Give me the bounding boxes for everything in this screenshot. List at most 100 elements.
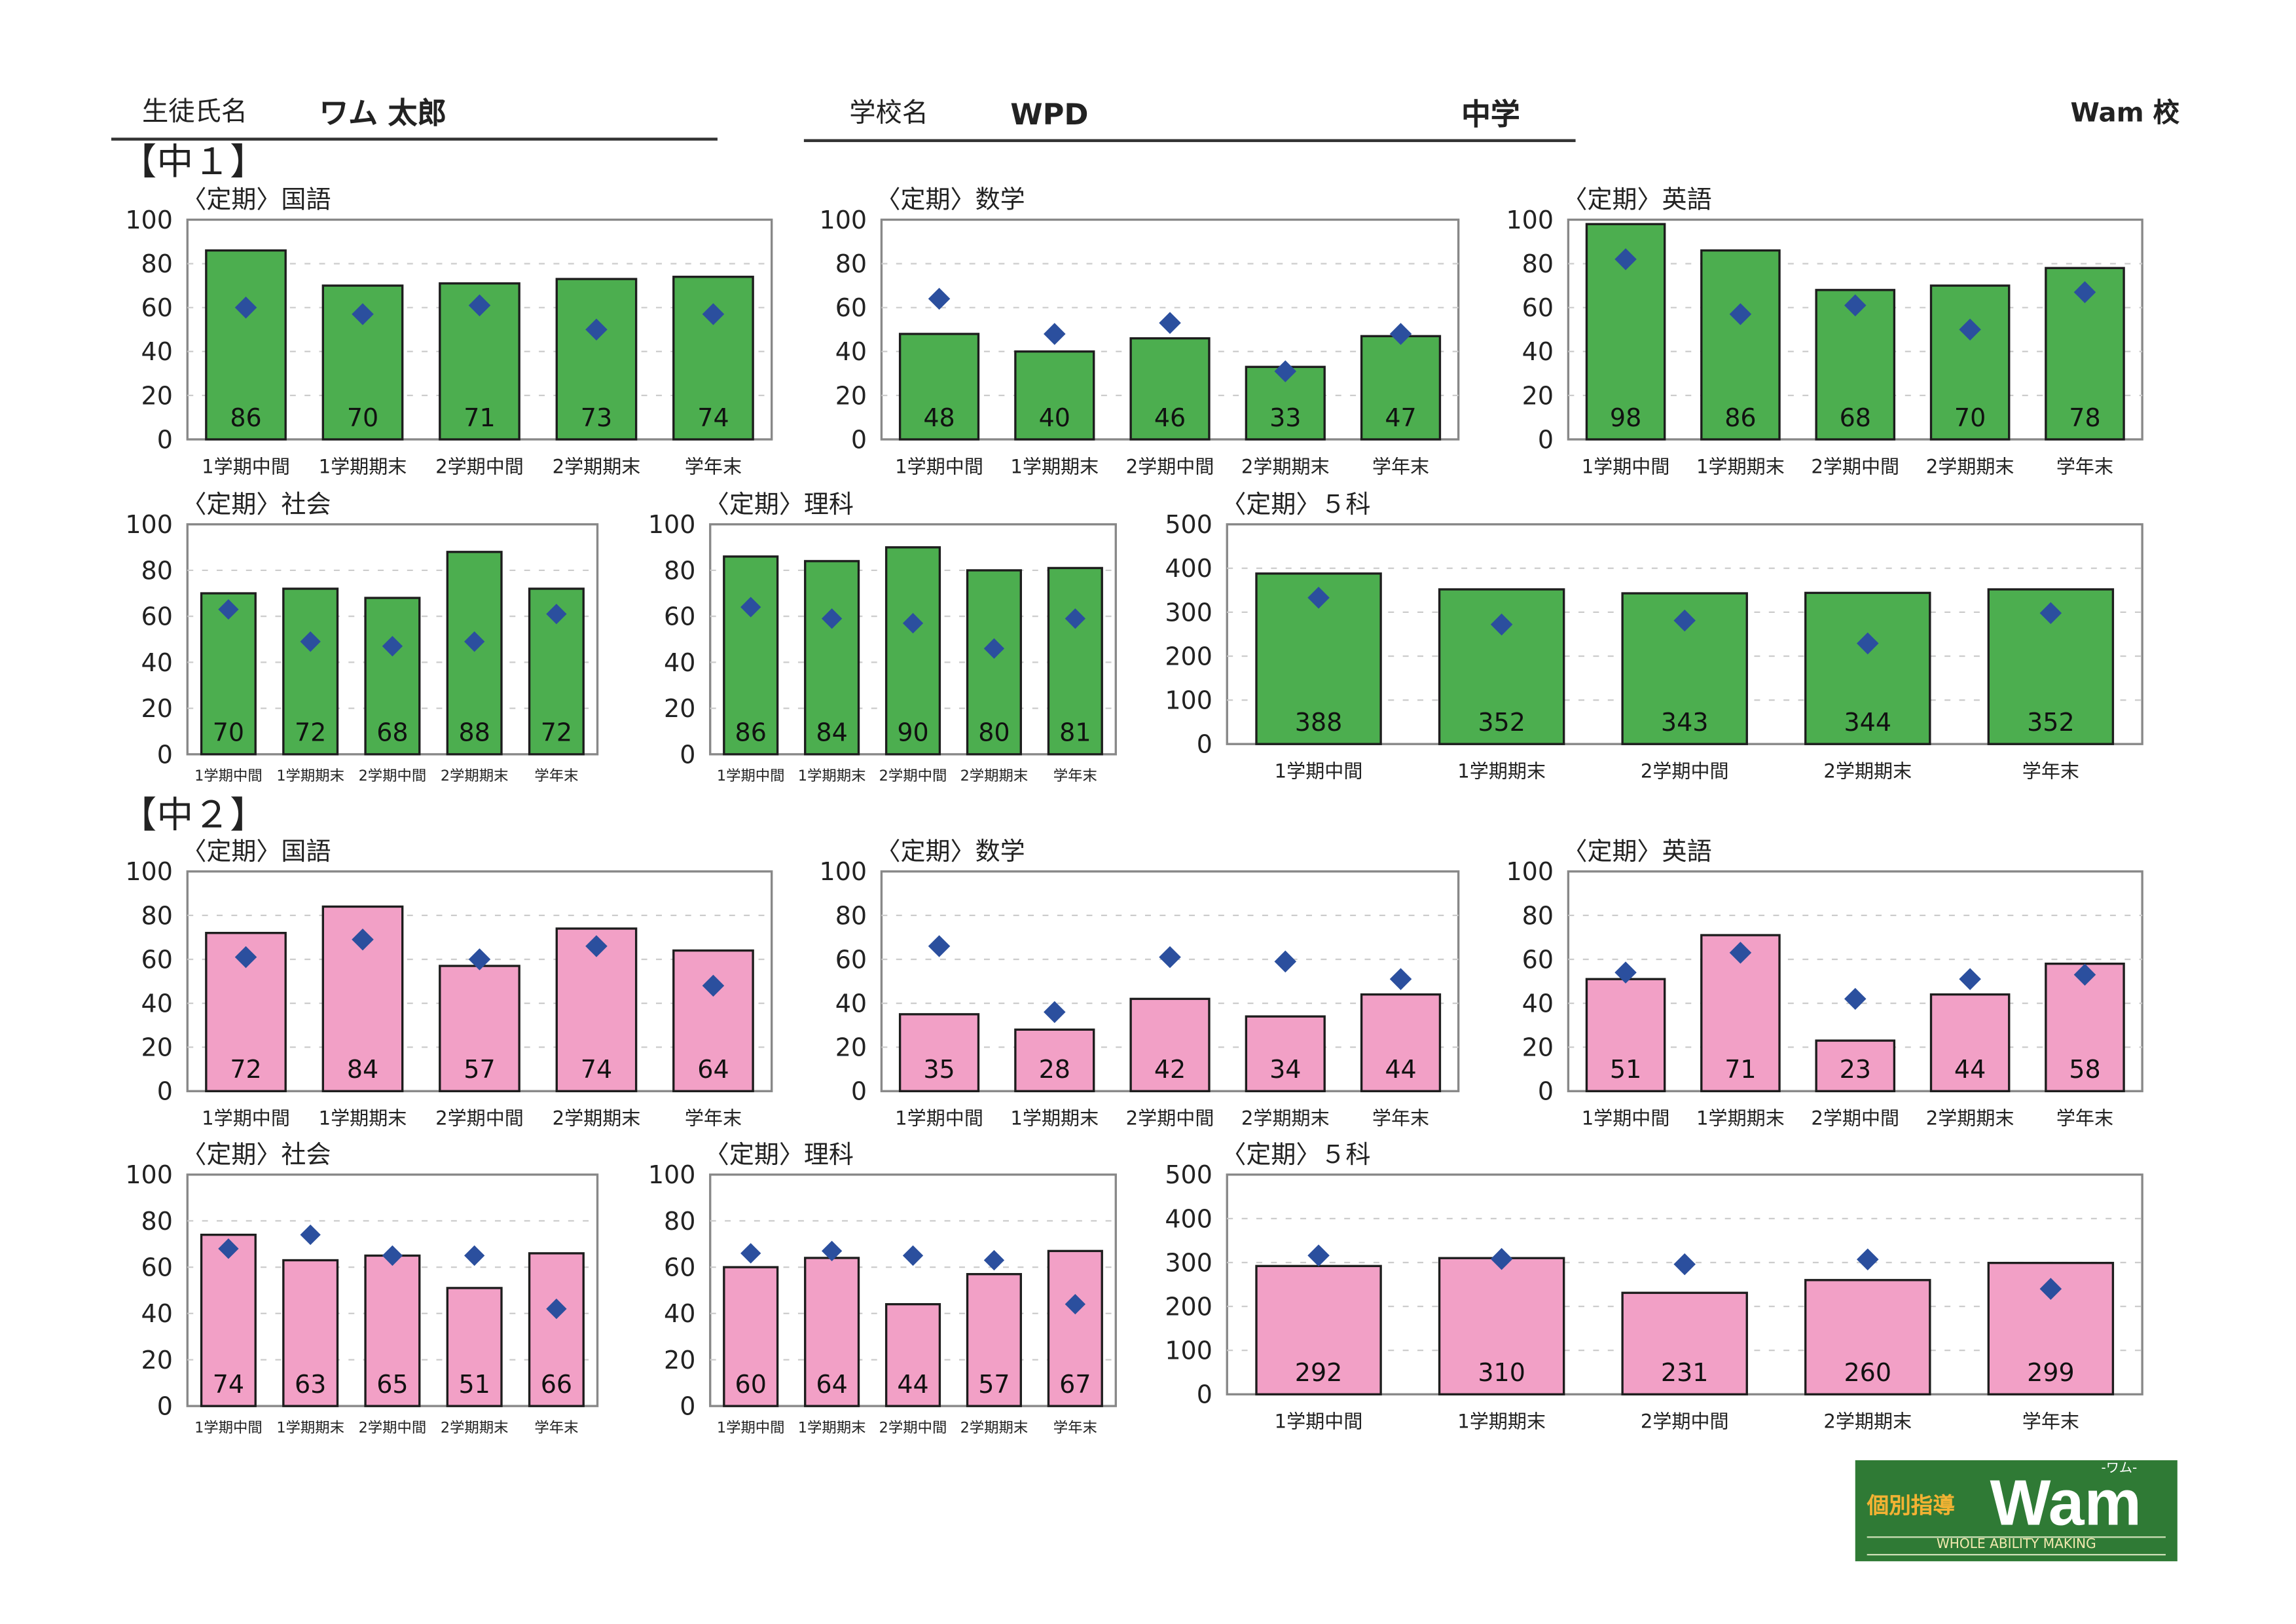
x-tick-label: 2学期期末 <box>1241 455 1330 477</box>
average-marker <box>902 1245 924 1266</box>
bar-value-label: 70 <box>347 403 378 432</box>
chart-g1-goka: 〈定期〉５科 0 100 200 300 400 500 388 1学期中間 352 1学期期末 34… <box>1165 490 2143 783</box>
y-tick-label: 80 <box>664 1207 695 1236</box>
bar <box>804 560 860 756</box>
bar-value-label: 86 <box>735 718 767 747</box>
bar <box>723 555 779 756</box>
school-name: WPD <box>1010 96 1089 132</box>
bar-value-label: 388 <box>1295 708 1343 737</box>
average-marker <box>1959 318 1981 341</box>
y-tick-label: 100 <box>820 857 867 886</box>
bar-value-label: 70 <box>213 718 244 747</box>
average-marker <box>382 1245 403 1266</box>
bar <box>1804 591 1931 745</box>
chart-svg: 0 100 200 300 400 500 292 1学期中間 310 1学期期末 231 2学期中間… <box>1165 1160 2143 1433</box>
chart-g1-shakai: 〈定期〉社会 0 20 40 60 80 100 70 1学期中間 72 1学期期末 68 2学期中間 8… <box>125 490 599 784</box>
y-tick-label: 0 <box>680 740 695 769</box>
bar-value-label: 74 <box>697 403 729 432</box>
average-marker <box>468 948 491 970</box>
bar <box>1255 1264 1382 1395</box>
average-marker <box>983 638 1005 659</box>
x-tick-label: 1学期中間 <box>202 455 290 477</box>
y-tick-label: 100 <box>125 206 173 234</box>
x-tick-label: 学年末 <box>2056 1107 2113 1130</box>
bar-value-label: 71 <box>1724 1055 1756 1084</box>
y-tick-label: 100 <box>1165 1337 1212 1365</box>
bar <box>528 1252 585 1407</box>
y-tick-label: 0 <box>851 1077 867 1106</box>
average-marker <box>300 631 321 652</box>
chart-svg: 0 20 40 60 80 100 86 1学期中間 84 1学期期末 90 2学期中間 80 2学期期末… <box>648 510 1117 784</box>
x-tick-label: 1学期期末 <box>1010 1107 1099 1130</box>
chart-g2-shakai: 〈定期〉社会 0 20 40 60 80 100 74 1学期中間 63 1学期期末 65 2学期中間 5… <box>125 1141 599 1436</box>
y-tick-label: 500 <box>1165 510 1212 539</box>
bar <box>898 333 980 441</box>
bar-value-label: 74 <box>213 1370 244 1399</box>
y-tick-label: 60 <box>141 1253 173 1282</box>
bar <box>200 592 257 756</box>
average-marker <box>1673 1253 1696 1276</box>
x-tick-label: 1学期期末 <box>798 767 866 784</box>
x-tick-label: 1学期期末 <box>798 1419 866 1436</box>
chart-g2-goka: 〈定期〉５科 0 100 200 300 400 500 292 1学期中間 310 1学期期末 23… <box>1165 1141 2143 1433</box>
bar-value-label: 81 <box>1059 718 1091 747</box>
y-tick-label: 80 <box>1522 249 1554 278</box>
x-tick-label: 学年末 <box>534 767 578 784</box>
y-tick-label: 20 <box>141 694 173 723</box>
chart-title: 〈定期〉社会 <box>181 1141 331 1171</box>
bar-value-label: 66 <box>541 1370 572 1399</box>
x-tick-label: 2学期中間 <box>1811 455 1899 477</box>
bar <box>364 597 421 756</box>
y-tick-label: 300 <box>1165 1248 1212 1277</box>
y-tick-label: 400 <box>1165 1204 1212 1233</box>
y-tick-label: 40 <box>141 337 173 366</box>
average-marker <box>585 935 608 957</box>
x-tick-label: 学年末 <box>1372 1107 1429 1130</box>
average-marker <box>1065 1293 1085 1315</box>
bar <box>446 1287 503 1407</box>
average-marker <box>546 1299 567 1320</box>
y-tick-label: 60 <box>141 602 173 631</box>
y-tick-label: 200 <box>1165 1292 1212 1321</box>
bar-value-label: 35 <box>923 1055 955 1084</box>
y-tick-label: 40 <box>664 648 695 677</box>
chart-title: 〈定期〉理科 <box>704 490 854 520</box>
bar <box>1585 978 1666 1092</box>
x-tick-label: 2学期中間 <box>1126 1107 1214 1130</box>
grade-heading-2: 【中２】 <box>120 794 267 837</box>
bar-value-label: 58 <box>2069 1055 2100 1084</box>
y-tick-label: 80 <box>1522 901 1554 930</box>
x-tick-label: 1学期期末 <box>319 455 407 477</box>
bar-value-label: 46 <box>1154 403 1186 432</box>
x-tick-label: 1学期中間 <box>717 767 785 784</box>
x-tick-label: 学年末 <box>1053 767 1097 784</box>
chart-g1-kokugo: 〈定期〉国語 0 20 40 60 80 100 86 1学期中間 70 1学期期末 71 2学期中間 7… <box>125 186 773 477</box>
bar <box>1815 1039 1896 1092</box>
y-tick-label: 100 <box>1165 686 1212 715</box>
y-tick-label: 60 <box>835 945 867 974</box>
bar-value-label: 73 <box>581 403 612 432</box>
average-marker <box>2039 1278 2062 1300</box>
bar <box>282 1259 339 1407</box>
x-tick-label: 学年末 <box>1053 1419 1097 1436</box>
y-tick-label: 20 <box>835 1033 867 1062</box>
average-marker <box>234 946 257 969</box>
y-tick-label: 400 <box>1165 554 1212 583</box>
divider <box>803 139 1576 142</box>
x-tick-label: 学年末 <box>2022 760 2079 783</box>
logo-wam: Wam <box>1990 1467 2142 1540</box>
x-tick-label: 学年末 <box>534 1419 578 1436</box>
average-marker <box>1614 961 1637 984</box>
bar-value-label: 84 <box>347 1055 378 1084</box>
bar <box>1360 993 1442 1092</box>
logo-tagline: WHOLE ABILITY MAKING <box>1867 1536 2166 1556</box>
y-tick-label: 60 <box>141 293 173 322</box>
bar <box>439 965 520 1092</box>
x-tick-label: 2学期期末 <box>441 1419 509 1436</box>
x-tick-label: 2学期中間 <box>435 1107 524 1130</box>
bar <box>1804 1279 1931 1395</box>
x-tick-label: 2学期期末 <box>1823 760 1912 783</box>
y-tick-label: 80 <box>141 556 173 585</box>
bar-value-label: 57 <box>464 1055 495 1084</box>
x-tick-label: 1学期期末 <box>319 1107 407 1130</box>
